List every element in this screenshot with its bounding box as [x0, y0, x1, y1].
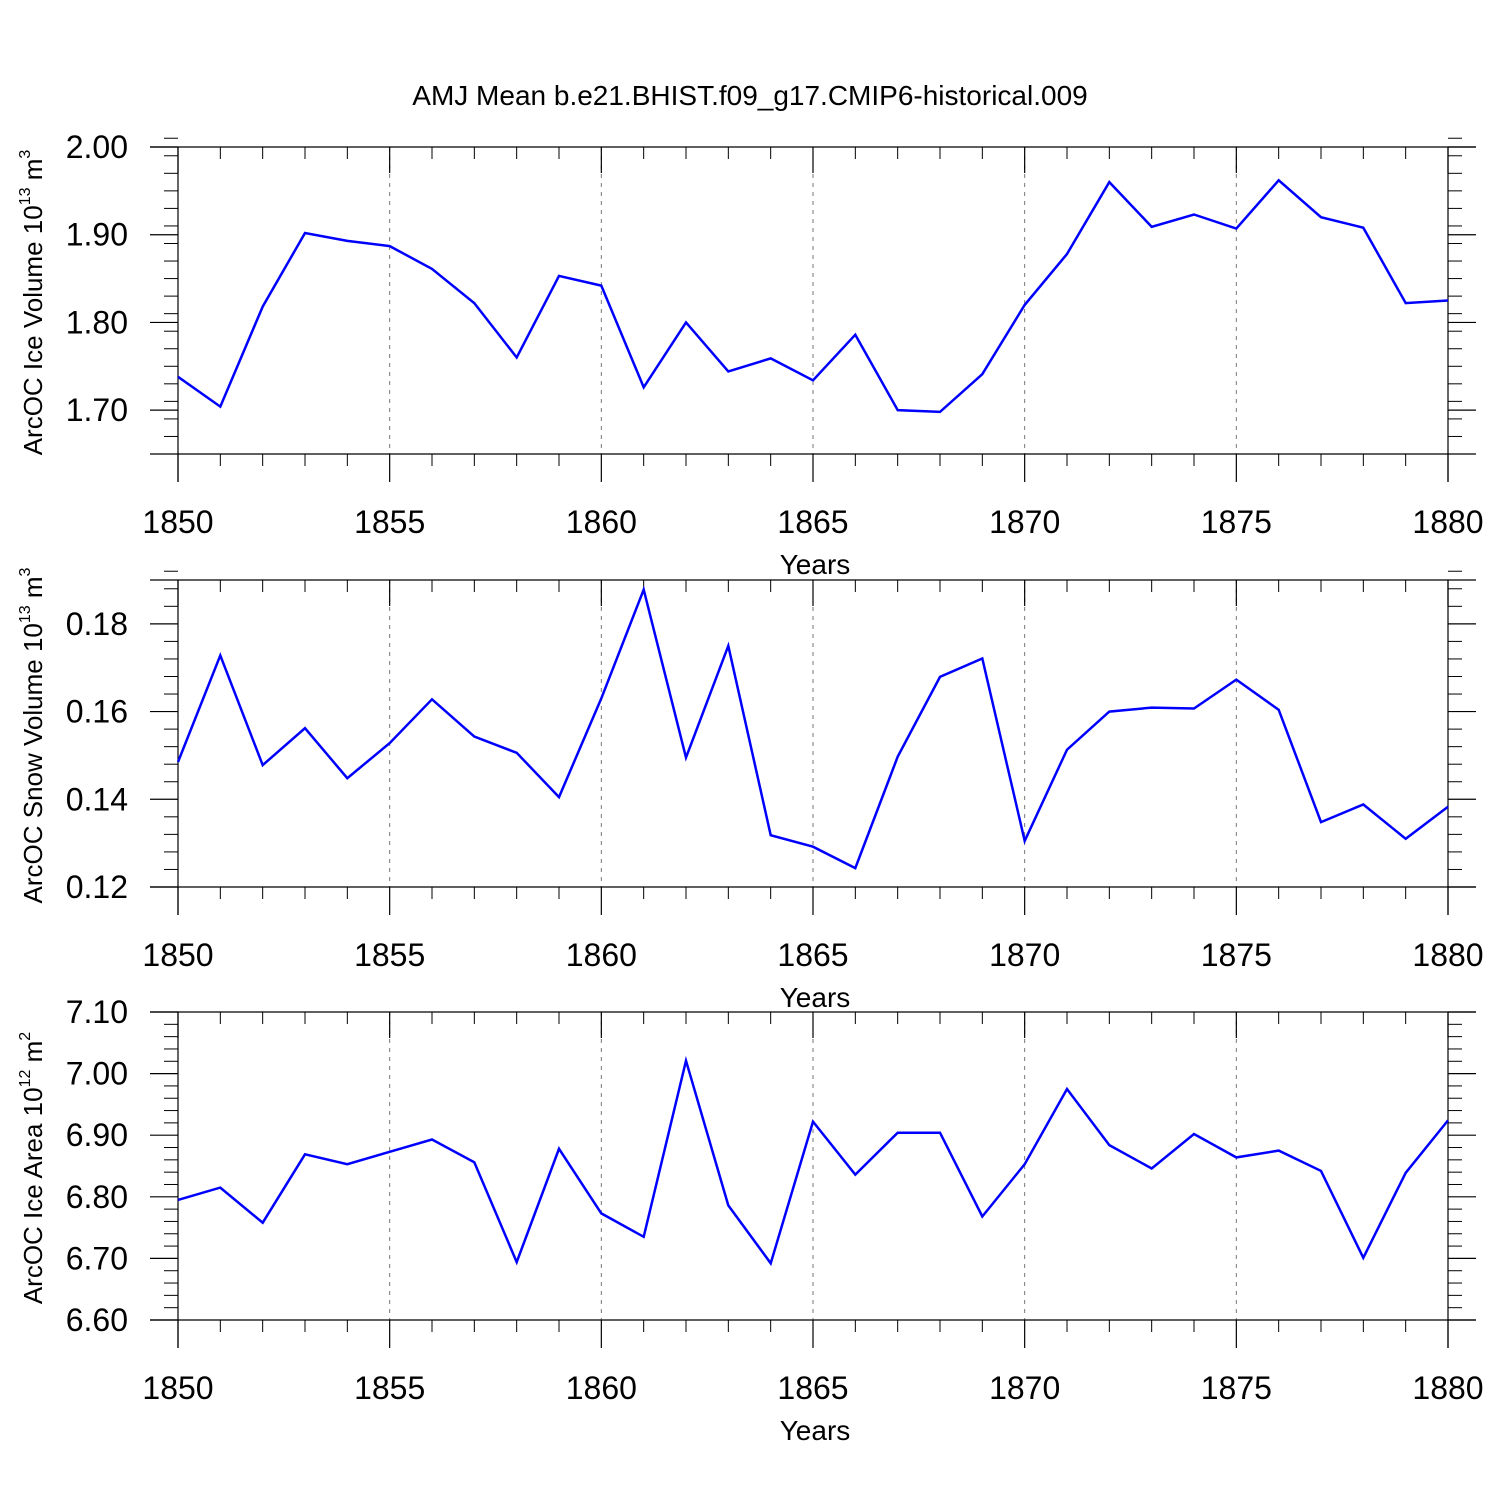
y-tick-label: 1.70 — [66, 392, 128, 428]
y-tick-label: 6.70 — [66, 1240, 128, 1276]
y-tick-label: 6.90 — [66, 1117, 128, 1153]
x-tick-label: 1880 — [1412, 1370, 1483, 1406]
chart-panel-1: 1.70 1.80 1.90 2.00 1850 1855 1860 1865 1870 1875… — [17, 129, 1484, 580]
x-tick-label: 1850 — [142, 1370, 213, 1406]
x-tick-label: 1875 — [1201, 937, 1272, 973]
x-tick-label: 1870 — [989, 1370, 1060, 1406]
x-tick-label: 1860 — [566, 1370, 637, 1406]
x-tick-label: 1855 — [354, 1370, 425, 1406]
chart-panel-2: 0.12 0.14 0.16 0.18 1850 1855 1860 1865 1870 1875… — [17, 567, 1484, 1013]
y-tick-label: 7.00 — [66, 1056, 128, 1092]
y-axis-label: ArcOC Ice Volume 1013 m3 — [17, 150, 48, 456]
y-tick-label: 6.80 — [66, 1179, 128, 1215]
x-axis-label: Years — [780, 549, 851, 580]
x-tick-label: 1865 — [777, 1370, 848, 1406]
y-tick-label: 1.80 — [66, 304, 128, 340]
y-tick-label: 0.18 — [66, 606, 128, 642]
y-axis-label: ArcOC Snow Volume 1013 m3 — [17, 567, 48, 903]
x-tick-label: 1875 — [1201, 504, 1272, 540]
y-tick-label: 2.00 — [66, 129, 128, 165]
x-tick-label: 1860 — [566, 937, 637, 973]
x-tick-label: 1880 — [1412, 937, 1483, 973]
y-tick-label: 0.12 — [66, 869, 128, 905]
x-tick-label: 1865 — [777, 504, 848, 540]
x-tick-label: 1870 — [989, 937, 1060, 973]
y-tick-label: 1.90 — [66, 217, 128, 253]
x-tick-label: 1855 — [354, 937, 425, 973]
x-tick-label: 1880 — [1412, 504, 1483, 540]
chart-panels: 1.70 1.80 1.90 2.00 1850 1855 1860 1865 1870 1875… — [17, 129, 1484, 1446]
y-axis-label: ArcOC Ice Area 1012 m2 — [17, 1032, 48, 1304]
x-tick-label: 1850 — [142, 504, 213, 540]
x-tick-label: 1855 — [354, 504, 425, 540]
x-tick-label: 1875 — [1201, 1370, 1272, 1406]
x-tick-label: 1870 — [989, 504, 1060, 540]
x-tick-label: 1850 — [142, 937, 213, 973]
chart-title: AMJ Mean b.e21.BHIST.f09_g17.CMIP6-histo… — [412, 80, 1087, 111]
y-tick-label: 7.10 — [66, 994, 128, 1030]
x-axis-label: Years — [780, 982, 851, 1013]
y-tick-label: 6.60 — [66, 1302, 128, 1338]
x-tick-label: 1865 — [777, 937, 848, 973]
chart-panel-3: 6.60 6.70 6.80 6.90 7.00 7.10 1850 1855 1860 1865… — [17, 994, 1484, 1446]
y-tick-label: 0.16 — [66, 694, 128, 730]
x-axis-label: Years — [780, 1415, 851, 1446]
x-tick-label: 1860 — [566, 504, 637, 540]
y-tick-label: 0.14 — [66, 781, 128, 817]
